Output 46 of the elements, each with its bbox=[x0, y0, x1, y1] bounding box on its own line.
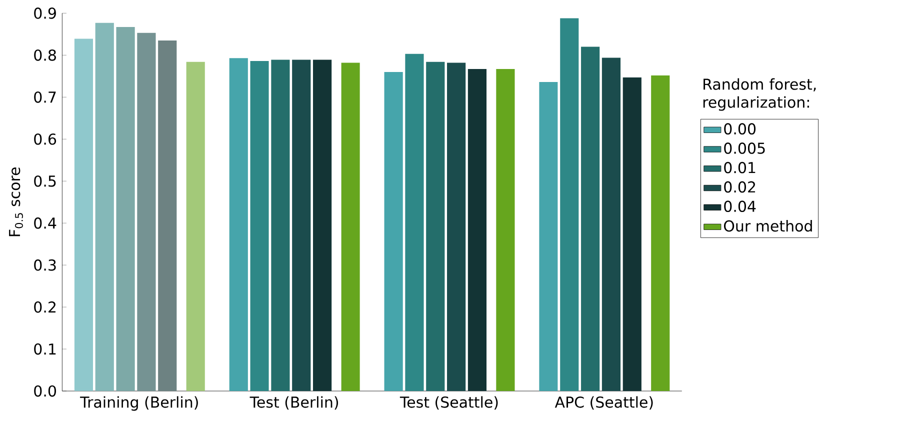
bar bbox=[426, 62, 445, 391]
bar bbox=[539, 82, 558, 391]
x-tick-label: Training (Berlin) bbox=[80, 396, 198, 411]
bar bbox=[384, 72, 403, 391]
bar bbox=[95, 22, 114, 391]
x-tick-label: Test (Seattle) bbox=[400, 396, 498, 410]
bar bbox=[116, 26, 135, 391]
bar bbox=[560, 18, 579, 391]
bar bbox=[158, 40, 177, 391]
bar bbox=[651, 75, 670, 391]
bar bbox=[250, 60, 269, 391]
bar bbox=[447, 62, 466, 391]
legend-label: 0.00 bbox=[724, 123, 756, 134]
bar bbox=[292, 60, 311, 391]
y-tick-label: 0.7 bbox=[34, 91, 56, 103]
bar bbox=[622, 77, 642, 391]
y-tick-label: 0.5 bbox=[34, 175, 56, 187]
bar bbox=[496, 68, 515, 391]
bar bbox=[186, 62, 205, 391]
legend-label: 0.04 bbox=[724, 200, 756, 212]
legend-title: Random forest, regularization: bbox=[703, 78, 816, 111]
y-tick-label: 0.1 bbox=[34, 343, 56, 355]
bar bbox=[271, 60, 290, 391]
bar bbox=[341, 62, 360, 391]
y-tick-label: 0.0 bbox=[34, 385, 56, 397]
legend-label: 0.005 bbox=[724, 142, 765, 154]
y-tick-label: 0.6 bbox=[34, 133, 56, 145]
y-tick-label: 0.3 bbox=[34, 259, 56, 271]
y-tick-label: 0.2 bbox=[34, 301, 56, 313]
bar bbox=[602, 58, 621, 391]
bar bbox=[581, 46, 600, 391]
x-tick-label: APC (Seattle) bbox=[554, 396, 653, 410]
legend-label: 0.01 bbox=[724, 162, 756, 174]
bar bbox=[137, 32, 156, 391]
bar bbox=[312, 60, 332, 391]
bar bbox=[229, 58, 248, 391]
y-tick-label: 0.9 bbox=[34, 7, 56, 19]
bar bbox=[74, 38, 93, 391]
bar bbox=[405, 54, 424, 391]
y-tick-label: 0.4 bbox=[34, 217, 56, 229]
x-tick-label: Test (Berlin) bbox=[250, 396, 338, 410]
y-tick-label: 0.8 bbox=[34, 49, 56, 61]
y-axis-title: F$_{0.5}$ score bbox=[9, 167, 23, 236]
bar bbox=[468, 68, 487, 391]
legend-label: Our method bbox=[724, 220, 812, 232]
legend-label: 0.02 bbox=[724, 181, 756, 193]
